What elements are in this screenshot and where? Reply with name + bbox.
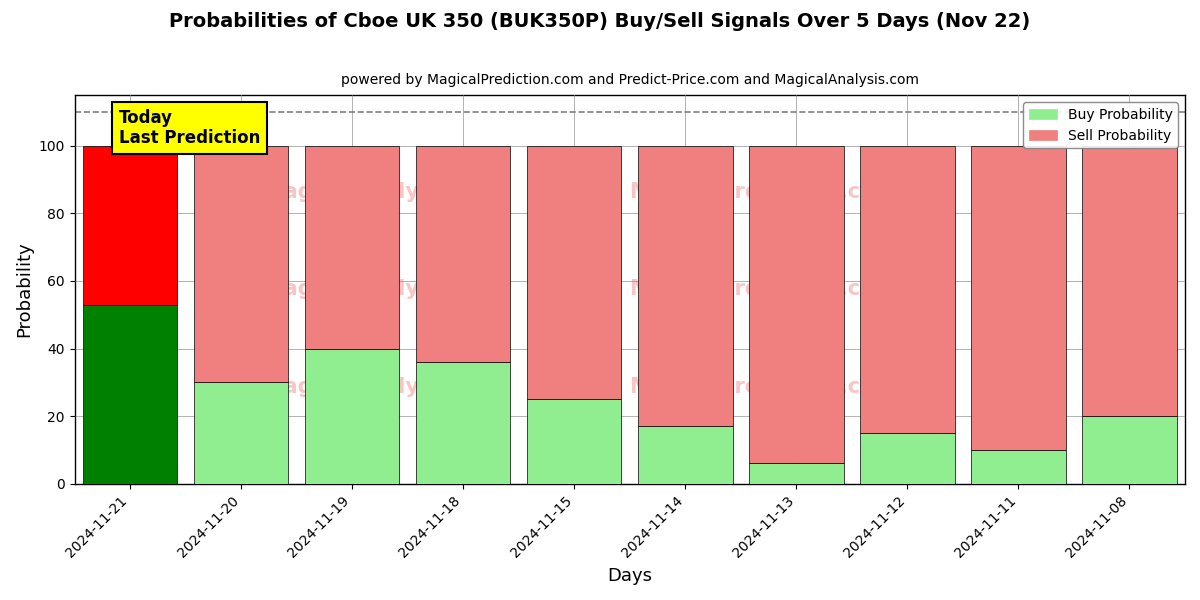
Bar	[527, 146, 622, 399]
Bar	[749, 463, 844, 484]
Bar	[305, 349, 400, 484]
Text: MagicalPrediction.com: MagicalPrediction.com	[630, 182, 896, 202]
Title: powered by MagicalPrediction.com and Predict-Price.com and MagicalAnalysis.com: powered by MagicalPrediction.com and Pre…	[341, 73, 919, 87]
Bar	[638, 146, 732, 426]
Bar	[305, 146, 400, 349]
Bar	[971, 146, 1066, 450]
Bar	[527, 399, 622, 484]
Text: MagicalPrediction.com: MagicalPrediction.com	[630, 280, 896, 299]
Bar	[83, 305, 178, 484]
Bar	[860, 433, 955, 484]
Bar	[638, 426, 732, 484]
Legend: Buy Probability, Sell Probability: Buy Probability, Sell Probability	[1024, 102, 1178, 148]
Bar	[416, 362, 510, 484]
Bar	[749, 146, 844, 463]
Bar	[1082, 146, 1177, 416]
Text: MagicalAnalysis.com: MagicalAnalysis.com	[263, 280, 508, 299]
Bar	[860, 146, 955, 433]
Bar	[194, 146, 288, 382]
Text: MagicalPrediction.com: MagicalPrediction.com	[630, 377, 896, 397]
Bar	[971, 450, 1066, 484]
Text: MagicalAnalysis.com: MagicalAnalysis.com	[263, 377, 508, 397]
Bar	[194, 382, 288, 484]
Text: Today
Last Prediction: Today Last Prediction	[119, 109, 260, 148]
Y-axis label: Probability: Probability	[16, 242, 34, 337]
Text: Probabilities of Cboe UK 350 (BUK350P) Buy/Sell Signals Over 5 Days (Nov 22): Probabilities of Cboe UK 350 (BUK350P) B…	[169, 12, 1031, 31]
Text: MagicalAnalysis.com: MagicalAnalysis.com	[263, 182, 508, 202]
Bar	[416, 146, 510, 362]
X-axis label: Days: Days	[607, 567, 653, 585]
Bar	[1082, 416, 1177, 484]
Bar	[83, 146, 178, 305]
